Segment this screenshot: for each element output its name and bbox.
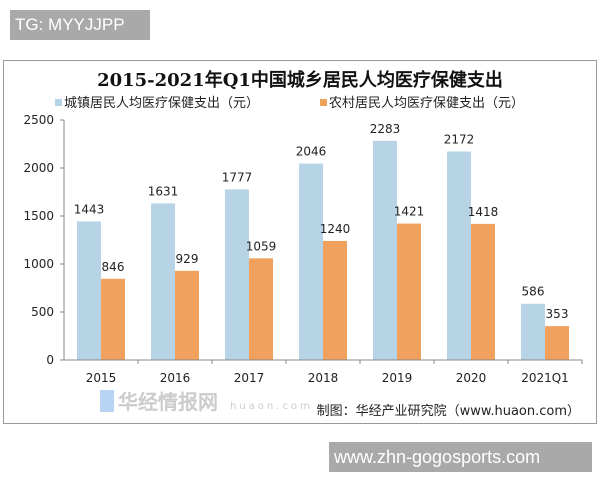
legend-swatch-rural bbox=[320, 99, 327, 106]
data-label-rural-2020: 1418 bbox=[468, 205, 499, 219]
data-label-urban-2019: 2283 bbox=[370, 122, 401, 136]
bar-urban-2015 bbox=[77, 221, 101, 360]
bar-urban-2016 bbox=[151, 203, 175, 360]
x-tick-label: 2015 bbox=[86, 371, 117, 385]
chart-title: 2015-2021年Q1中国城乡居民人均医疗保健支出 bbox=[97, 69, 503, 91]
watermark-logo-sub: huaon.com bbox=[230, 401, 313, 412]
y-tick-label: 500 bbox=[31, 305, 54, 319]
y-tick-label: 0 bbox=[46, 353, 54, 367]
bar-rural-2017 bbox=[249, 258, 273, 360]
watermark-logo-icon bbox=[100, 390, 114, 412]
bar-urban-2019 bbox=[373, 140, 397, 360]
y-tick-label: 1000 bbox=[23, 257, 54, 271]
data-label-urban-2017: 1777 bbox=[222, 170, 253, 184]
data-label-rural-2017: 1059 bbox=[246, 239, 277, 253]
data-label-rural-2019: 1421 bbox=[394, 205, 425, 219]
data-label-urban-2018: 2046 bbox=[296, 145, 327, 159]
x-tick-label: 2017 bbox=[234, 371, 265, 385]
data-label-urban-2021Q1: 586 bbox=[522, 285, 545, 299]
x-tick-label: 2016 bbox=[160, 371, 191, 385]
bar-rural-2019 bbox=[397, 223, 421, 360]
legend-label-rural: 农村居民人均医疗保健支出（元） bbox=[329, 96, 524, 111]
bar-urban-2020 bbox=[447, 151, 471, 360]
bar-urban-2021Q1 bbox=[521, 303, 545, 360]
watermark-logo: 华经情报网 bbox=[118, 390, 218, 414]
bar-rural-2015 bbox=[101, 278, 125, 360]
data-label-rural-2018: 1240 bbox=[320, 222, 351, 236]
legend-swatch-urban bbox=[55, 99, 62, 106]
y-tick-label: 1500 bbox=[23, 209, 54, 223]
bar-rural-2016 bbox=[175, 270, 199, 360]
x-tick-label: 2018 bbox=[308, 371, 339, 385]
data-label-rural-2015: 846 bbox=[102, 260, 125, 274]
bar-urban-2018 bbox=[299, 163, 323, 360]
data-label-rural-2021Q1: 353 bbox=[546, 307, 569, 321]
bar-urban-2017 bbox=[225, 189, 249, 360]
y-tick-label: 2500 bbox=[23, 113, 54, 127]
data-label-urban-2016: 1631 bbox=[148, 184, 179, 198]
data-label-urban-2015: 1443 bbox=[74, 202, 105, 216]
bar-rural-2018 bbox=[323, 240, 347, 360]
legend-label-urban: 城镇居民人均医疗保健支出（元） bbox=[64, 96, 259, 111]
data-label-urban-2020: 2172 bbox=[444, 132, 475, 146]
bar-rural-2021Q1 bbox=[545, 326, 569, 360]
x-tick-label: 2020 bbox=[456, 371, 487, 385]
bar-rural-2020 bbox=[471, 223, 495, 360]
data-label-rural-2016: 929 bbox=[176, 252, 199, 266]
x-tick-label: 2019 bbox=[382, 371, 413, 385]
x-tick-label: 2021Q1 bbox=[521, 371, 569, 385]
y-tick-label: 2000 bbox=[23, 161, 54, 175]
watermark-tag: TG: MYYJJPP bbox=[10, 10, 150, 40]
source-note: 制图：华经产业研究院（www.huaon.com） bbox=[317, 404, 580, 419]
chart-frame bbox=[3, 60, 597, 424]
watermark-site: www.zhn-gogosports.com bbox=[329, 442, 592, 472]
